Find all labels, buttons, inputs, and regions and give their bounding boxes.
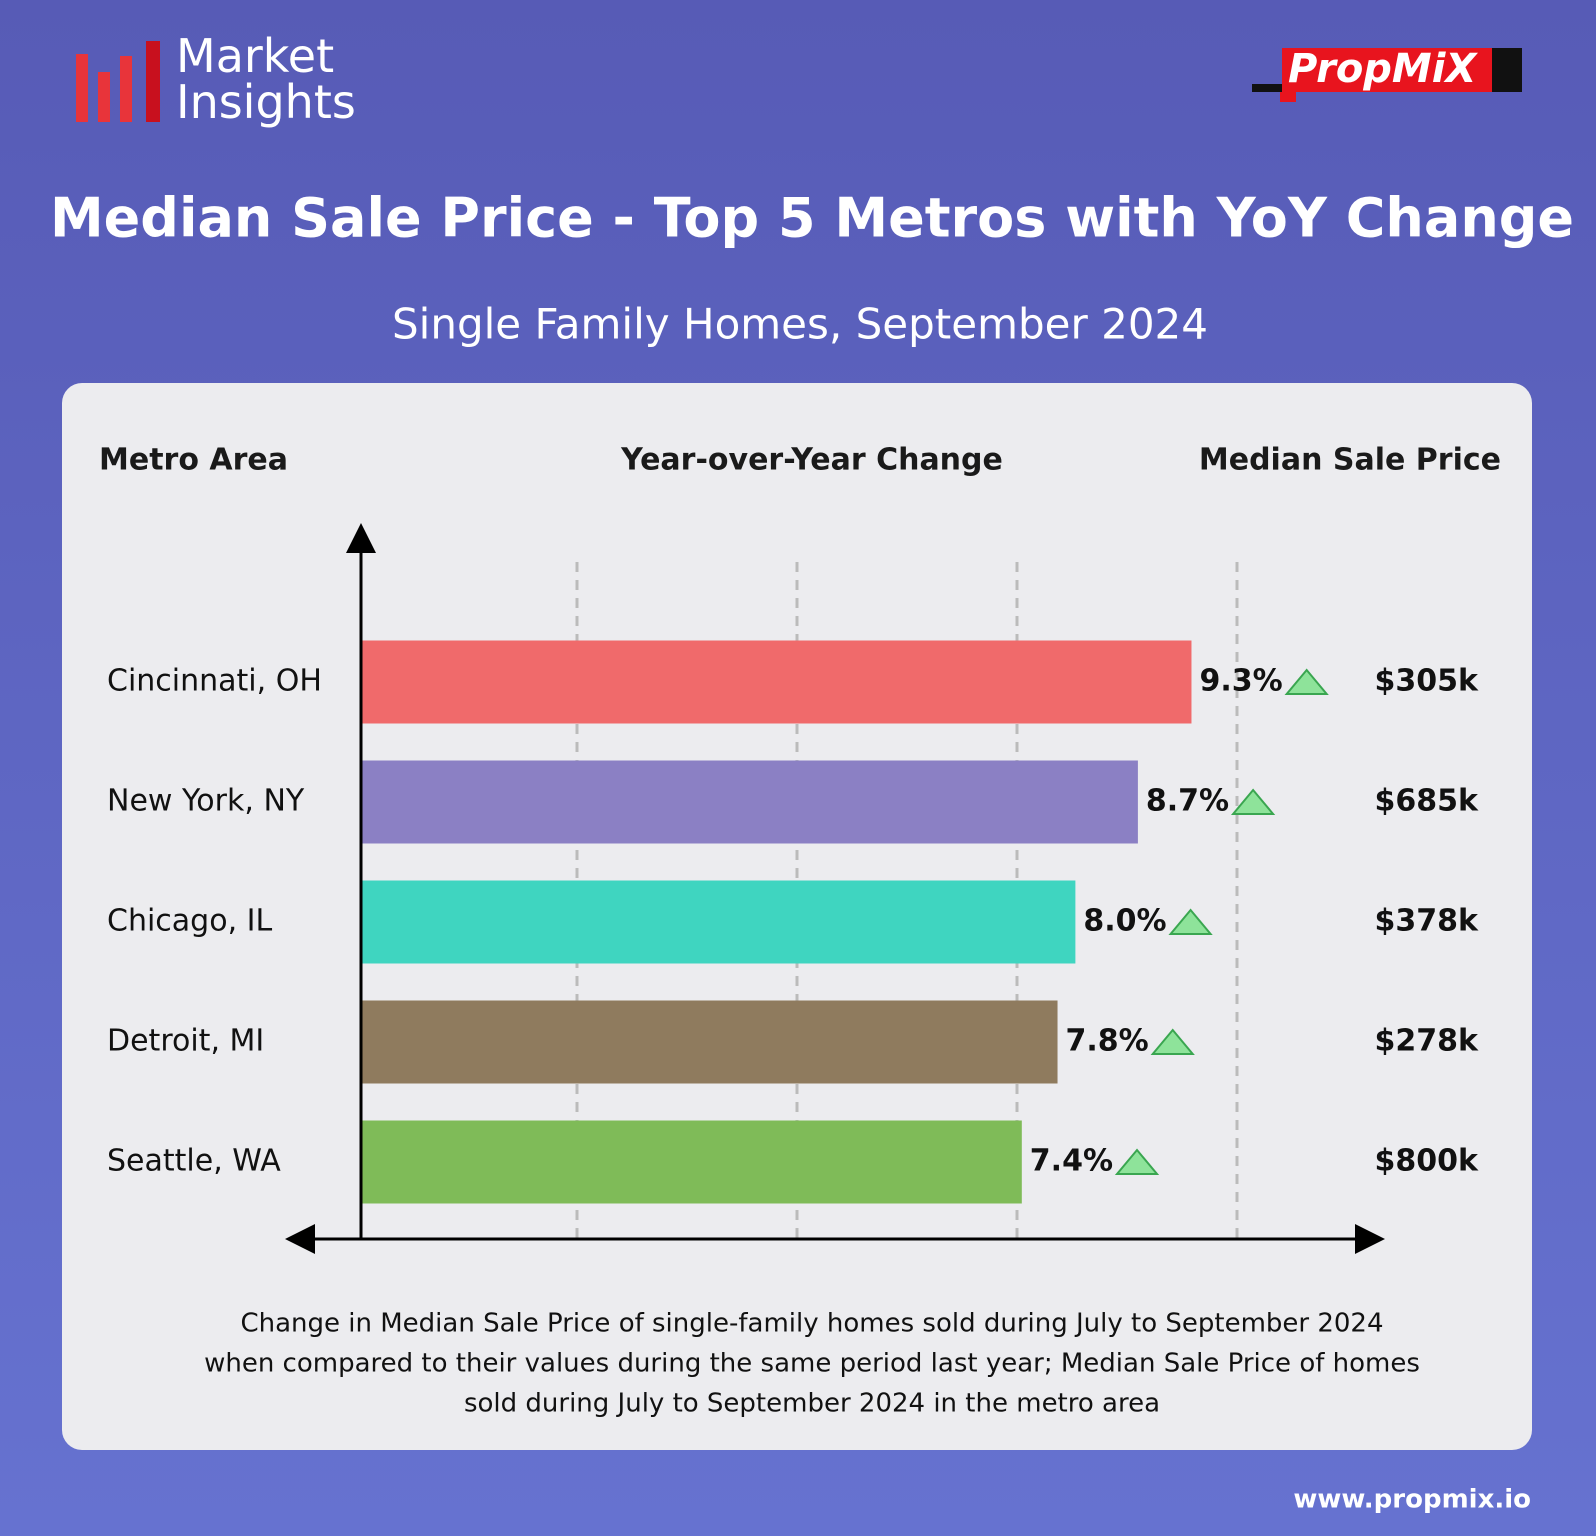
logo: PropMiX <box>1252 46 1522 102</box>
y-tick-label: Seattle, WA <box>107 1144 281 1179</box>
y-tick-label: New York, NY <box>107 784 305 819</box>
price-label: $378k <box>1375 904 1479 939</box>
up-arrow-icon <box>1114 1148 1160 1175</box>
price-label: $305k <box>1375 664 1479 699</box>
category-header: Metro Area <box>99 443 288 478</box>
chart-title: Median Sale Price - Top 5 Metros with Yo… <box>50 187 1574 250</box>
y-tick-label: Detroit, MI <box>107 1024 264 1059</box>
price-label: $685k <box>1375 784 1479 819</box>
value-label: 8.7% <box>1146 784 1229 819</box>
chart-subtitle: Single Family Homes, September 2024 <box>392 300 1208 349</box>
value-label: 7.8% <box>1066 1024 1149 1059</box>
up-arrow-icon <box>1230 788 1276 815</box>
y-tick-label: Chicago, IL <box>107 904 272 939</box>
footnote: sold during July to September 2024 in th… <box>464 1389 1160 1419</box>
price-label: $278k <box>1375 1024 1479 1059</box>
value-label: 8.0% <box>1083 904 1166 939</box>
price-label: $800k <box>1375 1144 1479 1179</box>
value-label: 7.4% <box>1030 1144 1113 1179</box>
bar <box>361 1000 1058 1084</box>
footnote: Change in Median Sale Price of single-fa… <box>240 1309 1383 1339</box>
up-arrow-icon <box>1168 908 1213 935</box>
bar <box>361 1120 1022 1204</box>
logo-text: PropMiX <box>1288 46 1478 92</box>
price-header: Median Sale Price <box>1199 443 1501 478</box>
y-tick-label: Cincinnati, OH <box>107 664 322 699</box>
bar <box>361 760 1138 844</box>
bar <box>361 640 1192 724</box>
brand-icon <box>76 41 160 122</box>
x-axis-title: Year-over-Year Change <box>620 443 1003 478</box>
up-arrow-icon <box>1150 1028 1195 1055</box>
value-label: 9.3% <box>1199 664 1282 699</box>
bar <box>361 880 1076 964</box>
up-arrow-icon <box>1284 668 1329 695</box>
website: www.propmix.io <box>1293 1485 1531 1515</box>
brand-name: Market Insights <box>176 29 356 129</box>
footnote: when compared to their values during the… <box>204 1349 1420 1379</box>
